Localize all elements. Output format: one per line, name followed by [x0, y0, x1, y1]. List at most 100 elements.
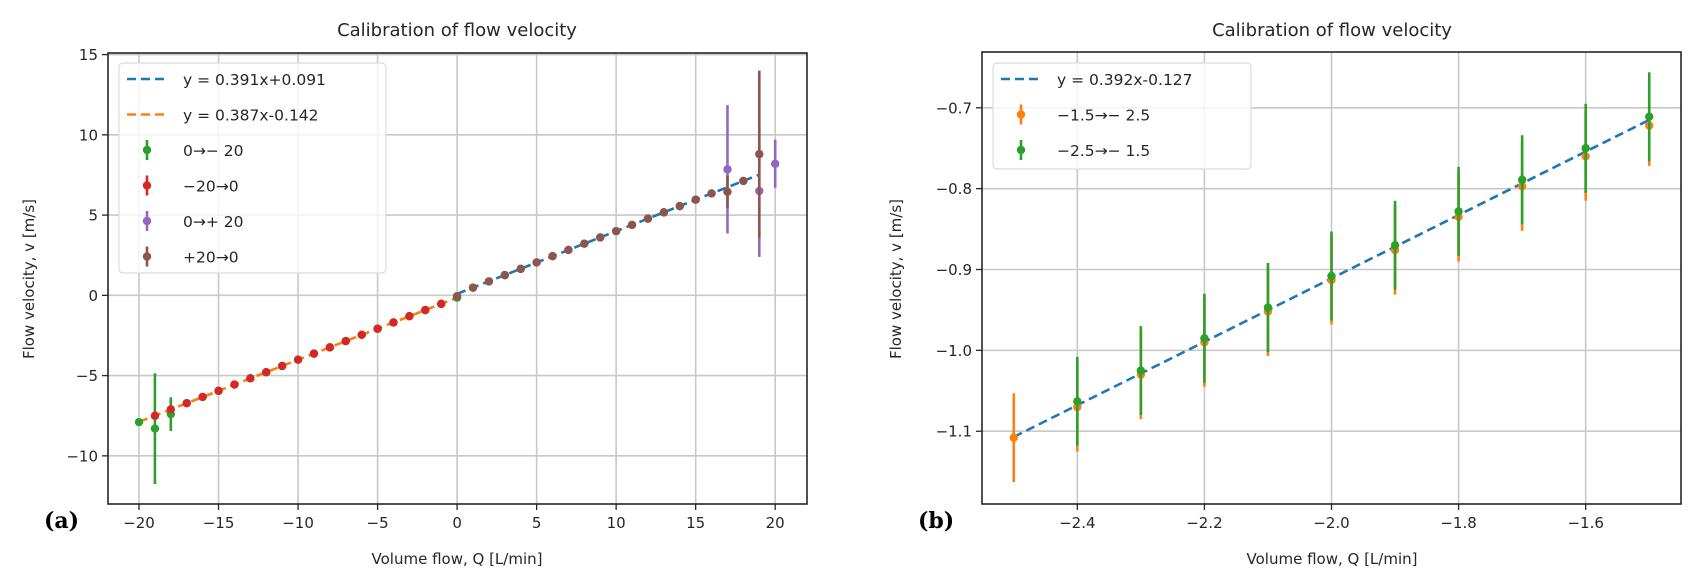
panel-a-title: Calibration of flow velocity — [337, 20, 577, 41]
x-tick-label: −5 — [367, 514, 389, 532]
legend-entry-label: −2.5→− 1.5 — [1057, 142, 1150, 160]
data-point — [770, 159, 780, 168]
data-point — [707, 189, 716, 198]
data-point — [739, 176, 748, 186]
data-point — [1136, 366, 1146, 375]
data-point — [516, 264, 525, 274]
x-tick-label: −2.2 — [1186, 514, 1222, 532]
data-point — [405, 312, 414, 321]
x-tick-label: 10 — [607, 514, 626, 532]
panel-a-grid — [108, 53, 807, 504]
data-point — [421, 305, 430, 315]
data-point — [723, 165, 732, 174]
data-point — [1263, 303, 1273, 312]
legend-entry-label: y = 0.392x-0.127 — [1057, 71, 1193, 89]
x-tick-label: −10 — [282, 514, 314, 532]
data-point — [675, 201, 684, 211]
legend-box — [992, 62, 1252, 170]
data-point — [325, 343, 335, 352]
series-3 — [452, 70, 764, 301]
data-point — [452, 291, 462, 301]
data-point — [198, 392, 207, 402]
panel-a-series — [134, 70, 780, 484]
panel-b: −2.4 −2.2 −2.0 −1.8 −1.6 −1.1 −1.0 −0.9 −0.8 −0.… — [887, 20, 1682, 568]
data-point — [182, 399, 191, 408]
data-point — [341, 336, 350, 346]
data-point — [1517, 175, 1527, 184]
panel-b-x-axis-label: Volume flow, Q [L/min] — [1247, 550, 1418, 568]
data-point — [643, 214, 653, 223]
data-point — [262, 368, 271, 377]
data-point — [1581, 144, 1590, 153]
series-1 — [1073, 72, 1654, 446]
data-point — [468, 283, 478, 292]
legend-entry-label: 0→− 20 — [183, 142, 244, 160]
data-point — [293, 355, 303, 364]
data-point — [611, 226, 621, 236]
x-tick-label: 0 — [452, 514, 462, 532]
panel-b-x-ticks: −2.4 −2.2 −2.0 −1.8 −1.6 — [1059, 504, 1604, 532]
y-tick-label: −0.9 — [936, 261, 972, 279]
data-point — [627, 220, 637, 230]
data-point — [1390, 241, 1400, 250]
y-tick-label: 15 — [79, 46, 98, 64]
data-point — [373, 324, 382, 333]
data-point — [532, 258, 541, 267]
data-point — [659, 208, 669, 217]
panel-b-series — [1009, 72, 1654, 483]
data-point — [580, 239, 589, 248]
data-point — [134, 417, 144, 427]
data-point — [230, 380, 239, 389]
panel-a-legend: y = 0.391x+0.091 y = 0.387x-0.142 0→− 20 −2… — [118, 62, 387, 274]
y-tick-label: −1.1 — [936, 423, 972, 441]
data-point — [596, 233, 605, 242]
legend-entry-label: y = 0.387x-0.142 — [183, 107, 319, 125]
y-tick-label: 5 — [88, 207, 98, 225]
data-point — [309, 349, 319, 358]
data-point — [1073, 397, 1082, 406]
legend-marker-swatch — [142, 252, 152, 261]
panel-a: −20 −15 −10 −5 0 5 10 15 20 −10 −5 0 5 10 15 Calibrat… — [20, 20, 808, 568]
x-tick-label: −2.4 — [1059, 514, 1095, 532]
panel-b-label: (b) — [918, 508, 954, 534]
data-point — [357, 330, 366, 340]
y-tick-label: −0.7 — [936, 99, 972, 117]
y-tick-label: 10 — [79, 126, 98, 144]
y-tick-label: −5 — [76, 367, 98, 385]
data-point — [500, 270, 510, 280]
data-point — [214, 386, 223, 396]
x-tick-label: 5 — [532, 514, 542, 532]
legend-box — [118, 62, 387, 274]
data-point — [1645, 112, 1654, 121]
y-tick-label: −0.8 — [936, 180, 972, 198]
data-point — [755, 149, 764, 159]
legend-entry-label: −1.5→− 2.5 — [1057, 107, 1150, 125]
data-point — [1454, 207, 1463, 216]
y-tick-label: −10 — [66, 447, 98, 465]
x-tick-label: −15 — [203, 514, 235, 532]
data-point — [484, 277, 494, 286]
data-point — [150, 424, 160, 433]
x-tick-label: −2.0 — [1313, 514, 1349, 532]
legend-marker-swatch — [1016, 110, 1026, 119]
data-point — [564, 245, 573, 255]
data-point — [548, 251, 557, 261]
panel-b-legend: y = 0.392x-0.127 −1.5→− 2.5 −2.5→− 1.5 — [992, 62, 1252, 170]
data-point — [436, 299, 446, 309]
panel-a-y-ticks: −10 −5 0 5 10 15 — [66, 46, 108, 465]
series-2 — [468, 105, 780, 292]
panel-a-x-ticks: −20 −15 −10 −5 0 5 10 15 20 — [123, 504, 785, 532]
panel-b-y-axis-label: Flow velocity, v [m/s] — [887, 199, 905, 359]
panel-b-title: Calibration of flow velocity — [1212, 20, 1452, 41]
legend-entry-label: y = 0.391x+0.091 — [183, 71, 326, 89]
legend-entry-label: 0→+ 20 — [183, 213, 244, 231]
x-tick-label: 15 — [686, 514, 705, 532]
legend-marker-swatch — [1016, 145, 1026, 155]
legend-marker-swatch — [142, 181, 152, 190]
panel-a-label: (a) — [44, 508, 79, 534]
data-point — [166, 405, 176, 414]
panel-a-x-axis-label: Volume flow, Q [L/min] — [372, 550, 543, 568]
x-tick-label: −1.6 — [1567, 514, 1603, 532]
panel-b-y-ticks: −1.1 −1.0 −0.9 −0.8 −0.7 — [936, 99, 982, 441]
